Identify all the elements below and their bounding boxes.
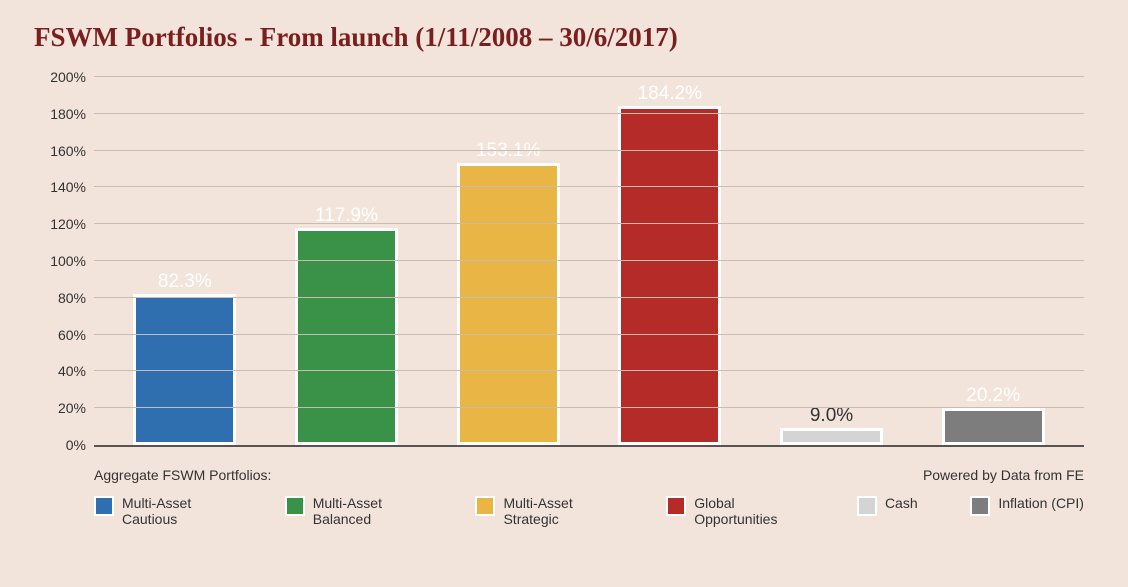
y-tick-label: 100% xyxy=(50,253,86,269)
gridline xyxy=(94,297,1084,298)
bar-value-label: 82.3% xyxy=(158,271,212,293)
gridline xyxy=(94,370,1084,371)
y-tick-label: 40% xyxy=(58,363,86,379)
legend-swatch xyxy=(857,496,877,516)
bar-slot: 117.9% xyxy=(266,77,428,445)
bar-slot: 153.1% xyxy=(427,77,589,445)
y-tick-label: 60% xyxy=(58,327,86,343)
legend-label: Cash xyxy=(885,495,918,511)
legend-swatch xyxy=(475,496,495,516)
bar-slot: 184.2% xyxy=(589,77,751,445)
bar: 153.1% xyxy=(457,163,560,445)
bar-value-label: 20.2% xyxy=(966,385,1020,407)
gridline xyxy=(94,223,1084,224)
bar-value-label: 184.2% xyxy=(638,83,702,105)
legend-label: Multi-Asset Cautious xyxy=(122,495,232,527)
y-tick-label: 180% xyxy=(50,106,86,122)
chart-container: FSWM Portfolios - From launch (1/11/2008… xyxy=(0,0,1128,587)
legend-swatch xyxy=(970,496,990,516)
legend: Multi-Asset Cautious Multi-Asset Balanced… xyxy=(94,495,1084,527)
y-tick-label: 20% xyxy=(58,400,86,416)
bar-value-label: 153.1% xyxy=(476,140,540,162)
y-tick-label: 140% xyxy=(50,179,86,195)
legend-swatch xyxy=(666,496,686,516)
bar: 20.2% xyxy=(942,408,1045,445)
y-tick-label: 0% xyxy=(66,437,86,453)
footer-left-text: Aggregate FSWM Portfolios: xyxy=(94,467,271,483)
y-tick-label: 80% xyxy=(58,290,86,306)
legend-swatch xyxy=(94,496,114,516)
bar: 9.0% xyxy=(780,428,883,445)
legend-swatch xyxy=(285,496,305,516)
legend-item: Cash xyxy=(857,495,918,527)
chart-area: 82.3%117.9%153.1%184.2%9.0%20.2% 0%20%40… xyxy=(94,71,1084,461)
y-tick-label: 200% xyxy=(50,69,86,85)
bar: 82.3% xyxy=(133,294,236,445)
bar-slot: 82.3% xyxy=(104,77,266,445)
legend-label: Inflation (CPI) xyxy=(998,495,1084,511)
gridline xyxy=(94,186,1084,187)
bars-group: 82.3% 117.9% 153.1% 184.2% 9.0% 20.2% xyxy=(94,77,1084,445)
y-tick-label: 160% xyxy=(50,143,86,159)
legend-item: Multi-Asset Balanced xyxy=(285,495,423,527)
legend-item: Multi-Asset Cautious xyxy=(94,495,232,527)
gridline xyxy=(94,150,1084,151)
gridline xyxy=(94,407,1084,408)
chart-title: FSWM Portfolios - From launch (1/11/2008… xyxy=(34,22,1094,53)
legend-item: Multi-Asset Strategic xyxy=(475,495,613,527)
legend-label: Global Opportunities xyxy=(694,495,804,527)
chart-footer-row: Aggregate FSWM Portfolios: Powered by Da… xyxy=(94,467,1084,483)
bar-value-label: 9.0% xyxy=(810,405,853,427)
gridline xyxy=(94,113,1084,114)
legend-label: Multi-Asset Strategic xyxy=(503,495,613,527)
plot-region: 82.3%117.9%153.1%184.2%9.0%20.2% 0%20%40… xyxy=(94,77,1084,447)
bar-slot: 9.0% xyxy=(751,77,913,445)
bar-slot: 20.2% xyxy=(912,77,1074,445)
legend-item: Global Opportunities xyxy=(666,495,804,527)
gridline xyxy=(94,260,1084,261)
footer-right-text: Powered by Data from FE xyxy=(923,467,1084,483)
legend-label: Multi-Asset Balanced xyxy=(313,495,423,527)
bar: 184.2% xyxy=(618,106,721,445)
legend-item: Inflation (CPI) xyxy=(970,495,1084,527)
gridline xyxy=(94,334,1084,335)
gridline xyxy=(94,76,1084,77)
y-tick-label: 120% xyxy=(50,216,86,232)
